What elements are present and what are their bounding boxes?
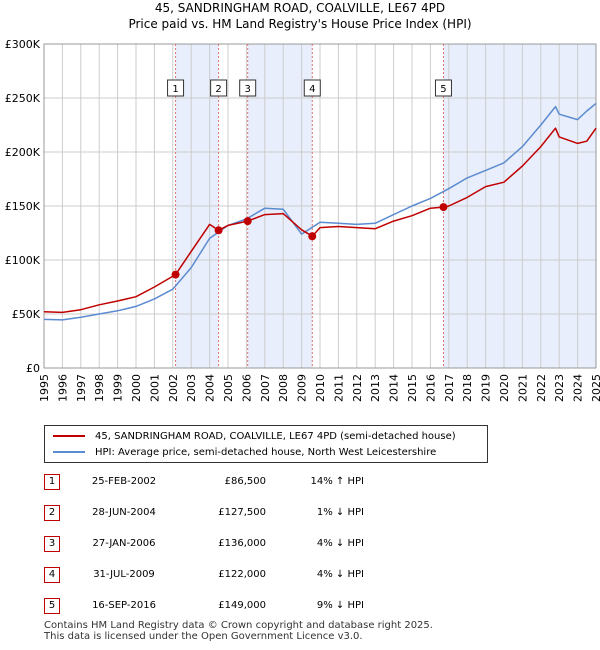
sale-point xyxy=(214,226,223,235)
x-tick-label: 2006 xyxy=(240,374,253,402)
y-tick-label: £250K xyxy=(5,92,41,105)
x-tick-label: 2002 xyxy=(167,374,180,402)
table-row: 4 31-JUL-2009 £122,000 4% ↓ HPI xyxy=(44,567,444,585)
x-tick-label: 2009 xyxy=(296,374,309,402)
sale-point xyxy=(308,232,317,241)
transaction-hpi-diff: 4% ↓ HPI xyxy=(316,538,364,549)
x-tick-label: 1999 xyxy=(112,374,125,402)
sale-number-label: 2 xyxy=(215,84,221,95)
y-tick-label: £0 xyxy=(26,362,40,375)
sale-number-label: 5 xyxy=(440,84,446,95)
chart-subtitle: Price paid vs. HM Land Registry's House … xyxy=(128,17,472,31)
sale-number-box xyxy=(210,79,228,97)
y-tick-label: £100K xyxy=(5,254,41,267)
transaction-price: £136,000 xyxy=(218,538,266,549)
sale-point xyxy=(171,270,180,279)
legend-swatch-hpi xyxy=(53,451,85,453)
y-tick-label: £300K xyxy=(5,38,41,51)
x-tick-label: 2014 xyxy=(388,374,401,402)
transaction-price: £149,000 xyxy=(218,600,266,611)
transaction-price: £127,500 xyxy=(218,507,266,518)
chart-title: 45, SANDRINGHAM ROAD, COALVILLE, LE67 4P… xyxy=(154,1,446,15)
sale-number-box xyxy=(239,79,257,97)
x-tick-label: 2022 xyxy=(535,374,548,402)
x-tick-label: 2001 xyxy=(148,374,161,402)
x-tick-label: 1998 xyxy=(93,374,106,402)
transaction-hpi-diff: 14% ↑ HPI xyxy=(310,476,364,487)
x-tick-label: 2011 xyxy=(332,374,345,402)
x-tick-label: 2019 xyxy=(480,374,493,402)
x-tick-label: 2020 xyxy=(498,374,511,402)
footer-licence: This data is licensed under the Open Gov… xyxy=(44,631,363,642)
legend-item-hpi: HPI: Average price, semi-detached house,… xyxy=(53,445,436,459)
x-tick-label: 2013 xyxy=(369,374,382,402)
x-tick-label: 2007 xyxy=(259,374,272,402)
x-tick-label: 2024 xyxy=(572,374,585,402)
legend: 45, SANDRINGHAM ROAD, COALVILLE, LE67 4P… xyxy=(44,425,488,463)
sale-number-box xyxy=(303,79,321,97)
sale-number-label: 3 xyxy=(245,84,251,95)
x-tick-label: 1995 xyxy=(38,374,51,402)
x-tick-label: 1996 xyxy=(56,374,69,402)
legend-item-property: 45, SANDRINGHAM ROAD, COALVILLE, LE67 4P… xyxy=(53,429,456,443)
x-tick-label: 2015 xyxy=(406,374,419,402)
legend-swatch-property xyxy=(53,435,85,437)
transaction-hpi-diff: 9% ↓ HPI xyxy=(316,600,364,611)
y-tick-label: £150K xyxy=(5,200,41,213)
table-row: 3 27-JAN-2006 £136,000 4% ↓ HPI xyxy=(44,536,444,554)
transaction-date: 27-JAN-2006 xyxy=(92,538,156,549)
legend-label-property: 45, SANDRINGHAM ROAD, COALVILLE, LE67 4P… xyxy=(95,430,456,442)
x-tick-label: 2004 xyxy=(204,374,217,402)
y-tick-label: £200K xyxy=(5,146,41,159)
transaction-hpi-diff: 1% ↓ HPI xyxy=(316,507,364,518)
x-tick-label: 2005 xyxy=(222,374,235,402)
sale-number-label: 4 xyxy=(309,84,315,95)
sale-number-box xyxy=(434,79,452,97)
transaction-number: 2 xyxy=(44,505,60,521)
table-row: 1 25-FEB-2002 £86,500 14% ↑ HPI xyxy=(44,474,444,492)
property-price-line xyxy=(43,127,597,314)
x-tick-label: 2016 xyxy=(424,374,437,402)
transaction-number: 1 xyxy=(44,474,60,490)
sale-point xyxy=(439,203,448,212)
hpi-line xyxy=(43,102,597,321)
legend-label-hpi: HPI: Average price, semi-detached house,… xyxy=(95,446,437,458)
plot-frame xyxy=(43,43,597,369)
price-chart: £0 £50K £100K £150K £200K £250K £300K 1995 1996 1… xyxy=(5,38,600,402)
transaction-price: £122,000 xyxy=(218,569,266,580)
transaction-number: 3 xyxy=(44,536,60,552)
transaction-date: 25-FEB-2002 xyxy=(91,476,157,487)
x-tick-label: 2003 xyxy=(185,374,198,402)
transaction-date: 28-JUN-2004 xyxy=(92,507,156,518)
sale-number-label: 1 xyxy=(172,84,178,95)
footer-copyright: Contains HM Land Registry data © Crown c… xyxy=(44,620,433,631)
x-tick-label: 2012 xyxy=(351,374,364,402)
x-tick-label: 2025 xyxy=(590,374,600,402)
x-tick-label: 1997 xyxy=(75,374,88,402)
x-tick-label: 2010 xyxy=(314,374,327,402)
x-tick-label: 2023 xyxy=(553,374,566,402)
x-tick-label: 2021 xyxy=(516,374,529,402)
x-tick-label: 2008 xyxy=(277,374,290,402)
footer: Contains HM Land Registry data © Crown c… xyxy=(44,620,433,642)
x-tick-label: 2017 xyxy=(443,374,456,402)
transaction-price: £86,500 xyxy=(224,476,266,487)
transaction-number: 4 xyxy=(44,567,60,583)
transaction-date: 16-SEP-2016 xyxy=(92,600,156,611)
table-row: 2 28-JUN-2004 £127,500 1% ↓ HPI xyxy=(44,505,444,523)
x-tick-label: 2000 xyxy=(130,374,143,402)
table-row: 5 16-SEP-2016 £149,000 9% ↓ HPI xyxy=(44,598,444,616)
sale-point xyxy=(243,217,252,226)
x-tick-label: 2018 xyxy=(461,374,474,402)
y-tick-label: £50K xyxy=(12,308,41,321)
transaction-hpi-diff: 4% ↓ HPI xyxy=(316,569,364,580)
transaction-number: 5 xyxy=(44,598,60,614)
sale-number-box xyxy=(167,79,185,97)
transaction-date: 31-JUL-2009 xyxy=(93,569,155,580)
